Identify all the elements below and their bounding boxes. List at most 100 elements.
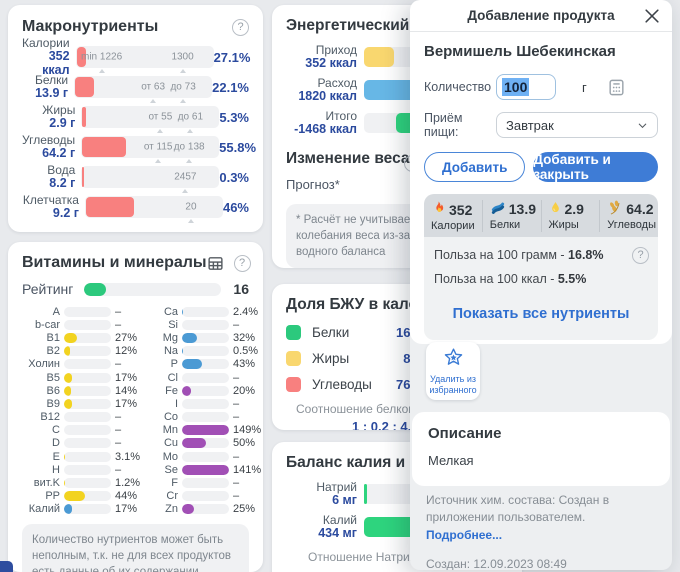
add-and-close-button[interactable]: Добавить и закрыть xyxy=(533,152,658,182)
nutrient-row: B9 17% xyxy=(22,397,138,410)
nutrient-label: PP xyxy=(45,490,60,503)
corner-widget[interactable] xyxy=(0,561,13,572)
tick-mark xyxy=(157,129,164,133)
description-title: Описание xyxy=(428,425,502,442)
macro-range-label: до 61 xyxy=(177,111,204,123)
nutrient-bar-track xyxy=(64,438,111,449)
description-body: Мелкая xyxy=(428,453,474,468)
macro-name: Калории xyxy=(22,35,70,50)
quantity-input[interactable]: 100 xyxy=(496,74,556,100)
nutrient-value: 17% xyxy=(115,503,138,516)
rating-row: Рейтинг 16 xyxy=(22,281,249,297)
add-button[interactable]: Добавить xyxy=(424,152,526,182)
unit-label: г xyxy=(582,79,587,95)
nutrient-row: Co – xyxy=(140,411,249,424)
meal-select[interactable]: Завтрак xyxy=(496,112,658,138)
macro-range-label: min 1226 xyxy=(80,51,123,63)
nutrient-value: 2.4% xyxy=(233,305,259,318)
macro-value: 64.2 г xyxy=(42,145,76,160)
nutrient-value: – xyxy=(233,397,240,410)
nutrient-value: 12% xyxy=(115,345,138,358)
nutrient-label: Se xyxy=(164,463,178,476)
stat-value: 2.9 xyxy=(549,200,600,218)
nutrient-label: B1 xyxy=(46,331,60,344)
nutrient-bar xyxy=(64,372,72,383)
nutrient-row: H – xyxy=(22,463,131,476)
macro-range-label: до 73 xyxy=(170,81,196,93)
nutrient-label: Калий xyxy=(28,503,60,516)
help-icon[interactable]: ? xyxy=(232,18,249,36)
nutrient-value: 32% xyxy=(233,331,256,344)
nutrient-label: Na xyxy=(163,345,178,358)
nutrient-bar-track xyxy=(64,491,111,502)
macro-range-label: до 138 xyxy=(173,141,205,153)
stat-number: 2.9 xyxy=(564,201,584,217)
nutrient-bar-track xyxy=(182,332,229,343)
help-icon[interactable]: ? xyxy=(632,247,649,264)
macro-bar xyxy=(76,47,87,67)
nutrient-label: H xyxy=(52,463,60,476)
nutrient-bar xyxy=(64,451,66,462)
nutrient-bar xyxy=(64,385,71,396)
macro-value: 13.9 г xyxy=(35,85,69,100)
close-icon[interactable] xyxy=(642,6,662,26)
nutrient-label: b-car xyxy=(34,318,60,331)
macro-bar-track: от 63 до 73 xyxy=(74,76,213,103)
macro-bar-track: min 1226 1300 xyxy=(75,46,214,73)
benefit2-value: 5.5% xyxy=(557,272,587,286)
nutrient-value: – xyxy=(115,305,122,318)
macro-range-label: от 55 xyxy=(148,111,173,123)
balance-value: 434 мг xyxy=(318,525,357,540)
table-icon[interactable] xyxy=(207,255,224,272)
nutrient-value: 27% xyxy=(115,331,138,344)
meal-label: Приём пищи: xyxy=(424,111,463,139)
show-all-nutrients-link[interactable]: Показать все нутриенты xyxy=(452,306,630,322)
macro-row: Углеводы 64.2 г от 115 до 138 55.8% xyxy=(22,132,256,163)
nutrient-bar xyxy=(182,385,192,396)
balance-bar xyxy=(364,484,367,504)
created-date: Создан: 12.09.2023 08:49 xyxy=(426,557,567,570)
macro-row: Вода 8.2 г 2457 0.3% xyxy=(22,162,249,193)
macronutrients-title: Макронутриенты xyxy=(22,18,159,35)
macro-name: Вода xyxy=(47,162,76,177)
ratio-value: 1 : 0.2 : 4.6 xyxy=(352,419,419,430)
nutrient-label: C xyxy=(52,424,60,437)
nutrient-bar-track xyxy=(64,478,111,489)
macro-label: Белки 13.9 г xyxy=(22,73,74,101)
remove-favorite-button[interactable]: Удалить из избранного xyxy=(426,342,480,400)
macronutrients-panel: Макронутриенты ? Калории 352 ккал min 1226… xyxy=(8,5,263,232)
more-link[interactable]: Подробнее... xyxy=(426,527,503,542)
stat-label: Углеводы xyxy=(607,219,656,231)
nutrient-row: Калий 17% xyxy=(22,503,137,516)
help-icon[interactable]: ? xyxy=(233,254,251,272)
nutrient-value: – xyxy=(115,463,122,476)
balance-value: 6 мг xyxy=(332,492,357,507)
macro-bar xyxy=(82,167,84,187)
macro-bar xyxy=(82,137,126,157)
nutrient-bar-track xyxy=(182,464,229,475)
benefit-per-100kcal: Польза на 100 ккал - 5.5% xyxy=(434,272,648,286)
stat-value: 64.2 xyxy=(607,200,658,218)
stat-label: Калории xyxy=(431,220,475,232)
macro-value: 9.2 г xyxy=(52,205,79,220)
benefit1-text: Польза на 100 грамм - xyxy=(434,248,569,262)
nutrient-bar-track xyxy=(64,398,111,409)
nutrient-row: Ca 2.4% xyxy=(140,305,258,318)
nutrient-row: Se 141% xyxy=(140,463,262,476)
nutrient-bar-track xyxy=(182,504,229,515)
nutrient-bar-track xyxy=(64,319,111,330)
rating-value: 16 xyxy=(233,281,249,297)
calculator-icon[interactable] xyxy=(607,78,626,97)
nutrient-value: 20% xyxy=(233,384,256,397)
bju-label: Белки xyxy=(312,324,350,340)
macro-percent: 27.1% xyxy=(213,49,251,65)
bju-label: Углеводы xyxy=(312,376,372,392)
nutrient-bar-track xyxy=(182,398,229,409)
balance-bar xyxy=(364,47,394,67)
nutrient-value: – xyxy=(115,358,122,371)
nutrient-label: I xyxy=(174,397,178,410)
nutrient-value: – xyxy=(233,477,240,490)
benefit2-text: Польза на 100 ккал - xyxy=(434,272,558,286)
nutrient-bar-track xyxy=(64,385,111,396)
macro-name: Углеводы xyxy=(22,132,76,147)
